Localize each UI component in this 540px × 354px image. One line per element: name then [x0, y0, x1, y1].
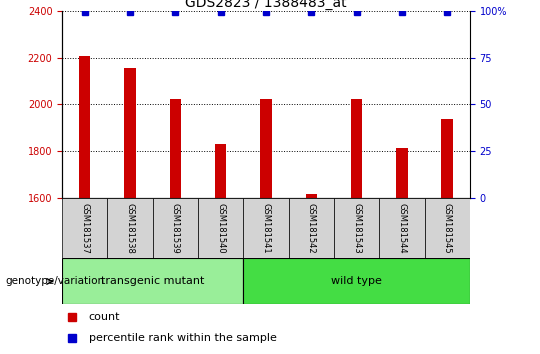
- Text: transgenic mutant: transgenic mutant: [101, 276, 204, 286]
- Text: wild type: wild type: [331, 276, 382, 286]
- Text: GSM181538: GSM181538: [126, 203, 134, 254]
- Text: GSM181539: GSM181539: [171, 203, 180, 254]
- Bar: [351, 98, 362, 198]
- Text: percentile rank within the sample: percentile rank within the sample: [89, 332, 276, 343]
- Bar: [396, 148, 408, 198]
- Bar: [288, 198, 334, 258]
- Text: GSM181540: GSM181540: [216, 203, 225, 254]
- Bar: [424, 198, 470, 258]
- Bar: [79, 56, 90, 198]
- Bar: [379, 198, 424, 258]
- Bar: [244, 198, 288, 258]
- Text: GSM181544: GSM181544: [397, 203, 406, 254]
- Text: GSM181542: GSM181542: [307, 203, 316, 254]
- Text: GSM181537: GSM181537: [80, 203, 89, 254]
- Text: GSM181543: GSM181543: [352, 203, 361, 254]
- Bar: [107, 198, 153, 258]
- Text: genotype/variation: genotype/variation: [5, 276, 105, 286]
- Bar: [260, 98, 272, 198]
- Bar: [442, 119, 453, 198]
- Bar: [170, 98, 181, 198]
- Bar: [198, 198, 244, 258]
- Bar: [62, 198, 107, 258]
- Bar: [124, 68, 136, 198]
- Bar: [215, 144, 226, 198]
- Bar: [334, 198, 379, 258]
- Text: count: count: [89, 312, 120, 322]
- Bar: [306, 194, 317, 198]
- Title: GDS2823 / 1388483_at: GDS2823 / 1388483_at: [185, 0, 347, 10]
- Bar: [153, 198, 198, 258]
- Bar: [244, 258, 470, 304]
- Text: GSM181541: GSM181541: [261, 203, 271, 254]
- Text: GSM181545: GSM181545: [443, 203, 451, 254]
- Bar: [62, 258, 244, 304]
